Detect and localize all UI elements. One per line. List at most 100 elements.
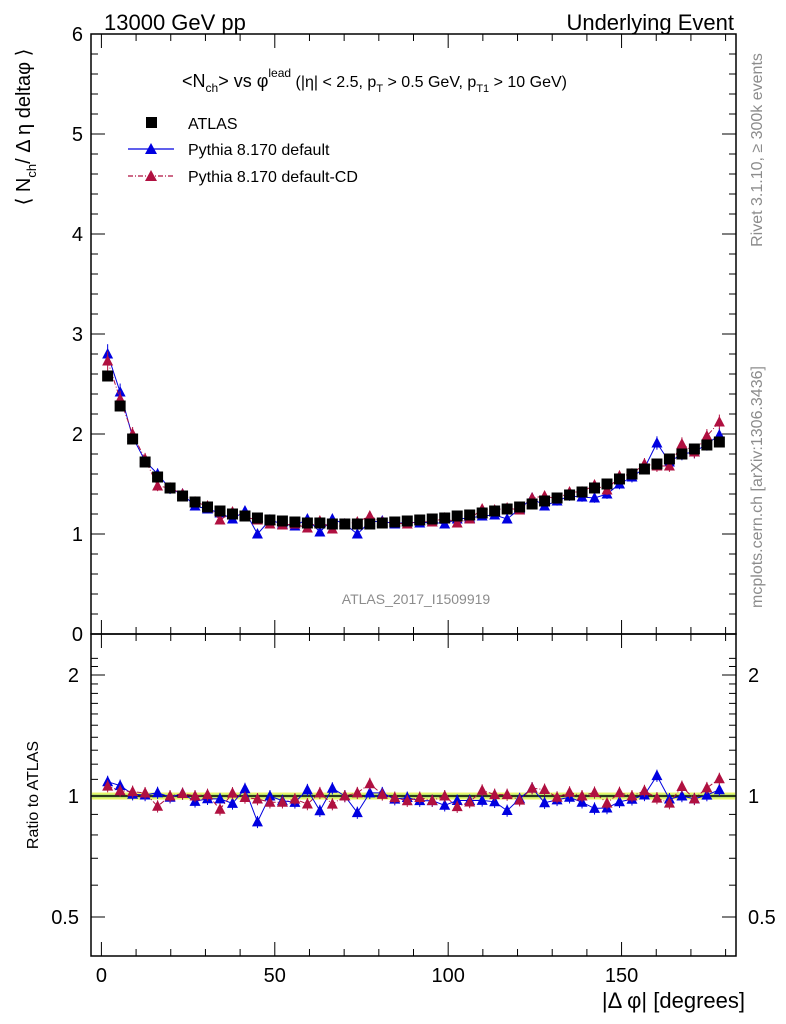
legend-label-pythia-cd: Pythia 8.170 default-CD <box>188 169 358 186</box>
ratio-point-pythia-cd <box>314 786 326 798</box>
ratio-point-pythia-cd <box>551 791 563 802</box>
data-point-atlas <box>414 514 426 526</box>
collision-label: 13000 GeV pp <box>104 10 246 35</box>
main-y-tick-label: 1 <box>72 524 83 546</box>
ratio-point-pythia-cd <box>202 788 214 800</box>
ratio-point-pythia-cd <box>564 786 576 797</box>
ratio-point-pythia-default <box>501 804 513 816</box>
process-label: Underlying Event <box>566 10 734 35</box>
ratio-point-pythia-cd <box>114 784 126 796</box>
data-point-atlas <box>239 510 251 522</box>
data-point-atlas <box>289 516 301 528</box>
ratio-point-pythia-cd <box>102 780 114 791</box>
ratio-point-pythia-cd <box>376 788 388 799</box>
data-point-pythia-default <box>351 528 363 539</box>
data-point-atlas <box>501 503 513 515</box>
ratio-point-pythia-default <box>489 795 501 807</box>
ratio-point-pythia-cd <box>276 796 288 807</box>
data-point-atlas <box>601 478 613 490</box>
ratio-point-pythia-default <box>314 804 326 816</box>
data-point-pythia-default <box>589 492 601 503</box>
data-point-atlas <box>264 514 276 526</box>
data-point-atlas <box>638 463 650 475</box>
data-point-atlas <box>202 501 214 513</box>
data-point-atlas <box>339 518 351 530</box>
legend-marker-pythia-cd <box>145 170 157 181</box>
mcplots-label: mcplots.cern.ch [arXiv:1306.3436] <box>749 366 766 608</box>
ratio-point-pythia-cd <box>351 786 363 798</box>
ratio-point-pythia-cd <box>701 781 713 793</box>
ratio-point-pythia-default <box>439 799 451 810</box>
ratio-point-pythia-cd <box>301 798 313 809</box>
ratio-point-pythia-cd <box>239 791 251 802</box>
ratio-point-pythia-cd <box>426 794 438 806</box>
legend-label-pythia-default: Pythia 8.170 default <box>188 142 330 159</box>
data-point-atlas <box>564 489 576 501</box>
ratio-y-tick-label: 0.5 <box>51 907 79 929</box>
plot-title: <Nch> vs φlead (|η| < 2.5, pT > 0.5 GeV,… <box>182 66 567 95</box>
data-point-atlas <box>301 517 313 529</box>
ratio-point-pythia-cd <box>364 777 376 789</box>
data-point-pythia-cd <box>676 438 688 449</box>
data-point-pythia-default <box>651 437 663 448</box>
ratio-point-pythia-cd <box>589 786 601 797</box>
ratio-point-pythia-default <box>476 794 488 805</box>
data-point-pythia-cd <box>663 460 675 471</box>
main-y-tick-label: 5 <box>72 124 83 146</box>
ratio-point-pythia-cd <box>676 780 688 792</box>
ratio-point-pythia-cd <box>476 784 488 795</box>
legend-entry-atlas: ATLAS <box>146 116 238 133</box>
data-point-atlas <box>526 498 538 510</box>
legend-marker-atlas <box>146 117 157 128</box>
ratio-point-pythia-cd <box>152 800 164 811</box>
data-point-atlas <box>351 518 363 530</box>
data-point-atlas <box>576 486 588 498</box>
data-point-atlas <box>489 505 501 517</box>
data-point-atlas <box>389 516 401 528</box>
data-point-pythia-cd <box>364 510 376 521</box>
data-point-atlas <box>626 468 638 480</box>
ratio-y-tick-label-right: 1 <box>748 786 759 808</box>
ratio-point-pythia-default <box>264 790 276 801</box>
data-point-atlas <box>613 473 625 485</box>
data-point-pythia-default <box>251 528 263 539</box>
ratio-point-pythia-cd <box>638 784 650 796</box>
ratio-point-pythia-cd <box>501 788 513 800</box>
data-point-atlas <box>152 471 164 483</box>
ratio-point-pythia-cd <box>339 790 351 801</box>
ratio-point-pythia-cd <box>439 790 451 801</box>
ratio-point-pythia-default <box>701 789 713 800</box>
data-point-atlas <box>326 518 338 530</box>
ratio-point-pythia-default <box>351 806 363 818</box>
x-tick-label: 100 <box>431 965 464 987</box>
data-point-atlas <box>177 490 189 502</box>
ratio-point-pythia-cd <box>713 772 725 784</box>
data-point-atlas <box>189 496 201 508</box>
data-point-atlas <box>539 495 551 507</box>
data-point-atlas <box>139 456 151 468</box>
ratio-point-pythia-default <box>239 782 251 794</box>
ratio-point-pythia-cd <box>601 797 613 808</box>
ratio-point-pythia-cd <box>226 787 238 798</box>
ratio-point-pythia-default <box>326 782 338 793</box>
data-point-pythia-default <box>314 526 326 537</box>
ratio-point-pythia-default <box>451 794 463 805</box>
ratio-point-pythia-cd <box>251 793 263 804</box>
data-point-atlas <box>364 518 376 530</box>
data-point-atlas <box>688 443 700 455</box>
ratio-point-pythia-cd <box>326 798 338 809</box>
data-point-atlas <box>701 439 713 451</box>
ratio-point-pythia-cd <box>264 796 276 807</box>
data-point-atlas <box>464 509 476 521</box>
ratio-point-pythia-cd <box>613 786 625 798</box>
data-point-atlas <box>451 510 463 522</box>
ratio-point-pythia-default <box>651 769 663 781</box>
ratio-point-pythia-cd <box>289 793 301 804</box>
rivet-version-label: Rivet 3.1.10, ≥ 300k events <box>749 53 766 247</box>
main-y-tick-label: 4 <box>72 224 83 246</box>
data-point-atlas <box>589 482 601 494</box>
data-point-atlas <box>401 515 413 527</box>
data-point-pythia-cd <box>451 517 463 528</box>
ratio-point-pythia-default <box>214 792 226 804</box>
